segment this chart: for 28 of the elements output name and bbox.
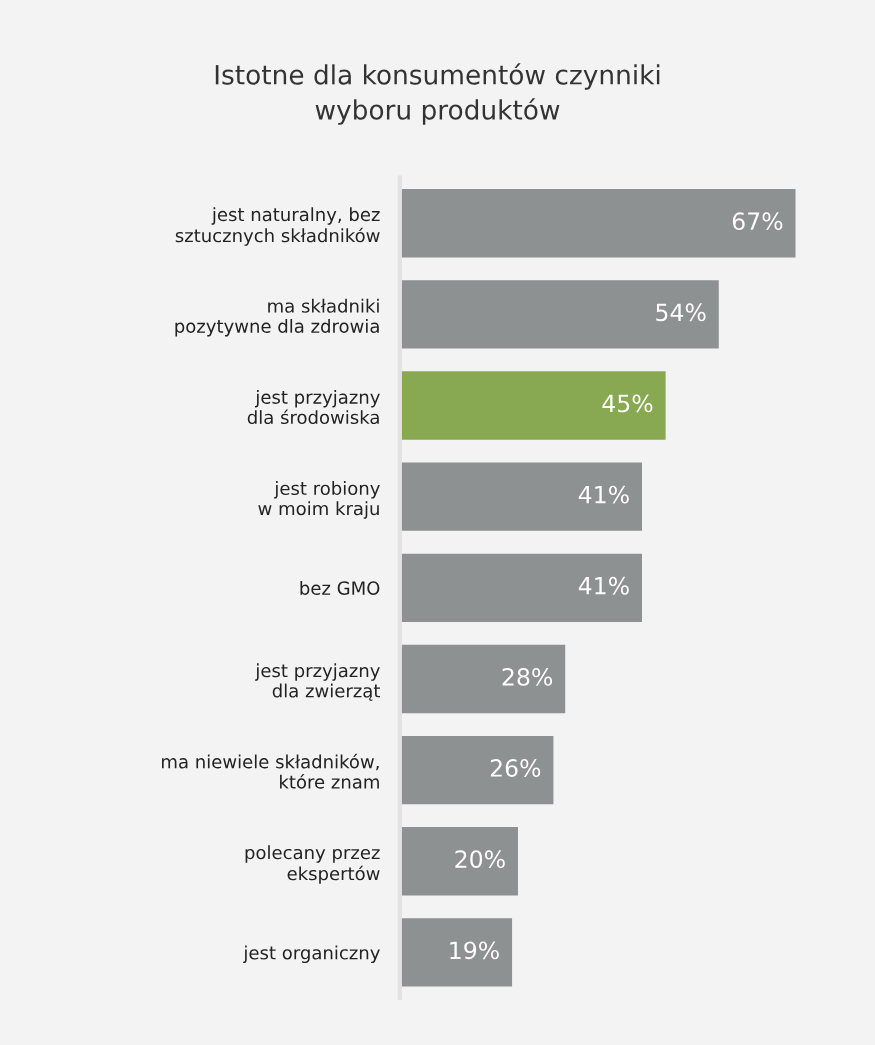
data-label: 54% (656, 303, 706, 322)
y-tick-label: bez GMO (300, 580, 380, 595)
y-tick-label: jest przyjazny dla zwierząt (255, 663, 380, 701)
data-label: 41% (578, 576, 629, 595)
data-label: 20% (455, 850, 505, 869)
bar (399, 280, 719, 349)
y-tick-label: polecany przez ekspertów (245, 845, 380, 884)
chart-title: Istotne dla konsumentów czynniki wyboru produktów (215, 63, 660, 125)
bar (399, 644, 566, 714)
data-label: 26% (490, 759, 541, 777)
bar (399, 462, 642, 531)
y-tick-label: jest przyjazny dla środowiska (247, 389, 380, 425)
y-tick-label: jest organiczny (243, 945, 380, 964)
bar (399, 553, 642, 622)
data-label: 19% (450, 941, 499, 960)
data-label: 41% (578, 485, 629, 504)
data-label: 28% (502, 667, 553, 686)
bar (399, 918, 513, 987)
data-label: 67% (732, 212, 783, 231)
y-tick-label: ma niewiele składników, które znam (162, 753, 379, 789)
y-tick-label: ma składniki pozytywne dla zdrowia (175, 298, 379, 337)
y-tick-label: jest robiony w moim kraju (258, 481, 380, 519)
bar (399, 371, 666, 440)
bar (399, 735, 554, 805)
bar (399, 827, 518, 896)
y-tick-label: jest naturalny, bez sztucznych składników (175, 207, 380, 246)
bar (399, 189, 796, 258)
data-label: 45% (602, 394, 653, 413)
